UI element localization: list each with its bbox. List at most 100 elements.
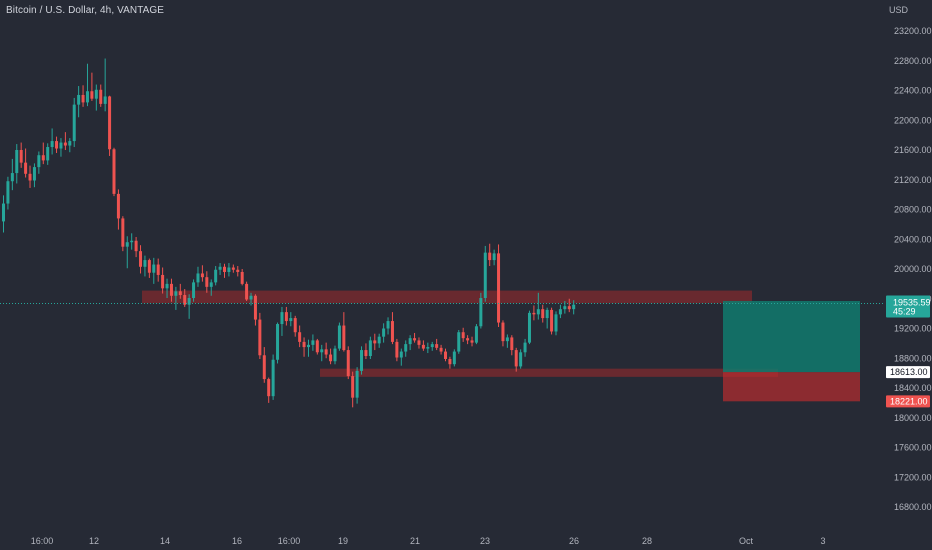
candle-body[interactable] <box>510 337 514 351</box>
candle-body[interactable] <box>94 89 98 99</box>
candle-body[interactable] <box>267 379 271 397</box>
candle-body[interactable] <box>320 349 324 353</box>
position-tool[interactable] <box>723 300 860 402</box>
candle-body[interactable] <box>342 325 346 351</box>
candle-body[interactable] <box>421 344 425 349</box>
candle-body[interactable] <box>311 340 315 345</box>
candle-body[interactable] <box>99 89 103 104</box>
candle-body[interactable] <box>161 274 165 289</box>
candle-body[interactable] <box>262 355 266 380</box>
candle-body[interactable] <box>245 283 249 300</box>
candle-body[interactable] <box>90 91 94 99</box>
candle-body[interactable] <box>196 273 200 283</box>
candle-body[interactable] <box>121 218 125 247</box>
candle-body[interactable] <box>50 141 54 148</box>
candle-body[interactable] <box>426 347 430 349</box>
candle-body[interactable] <box>258 319 262 356</box>
candle-body[interactable] <box>46 147 50 161</box>
candle-body[interactable] <box>41 155 45 161</box>
candle-body[interactable] <box>103 96 107 104</box>
candle-body[interactable] <box>395 341 399 358</box>
candle-body[interactable] <box>112 149 116 194</box>
candle-body[interactable] <box>2 203 5 222</box>
candle-body[interactable] <box>567 306 571 310</box>
candle-body[interactable] <box>519 352 523 367</box>
candle-body[interactable] <box>572 304 576 310</box>
candle-body[interactable] <box>488 252 492 261</box>
candle-body[interactable] <box>435 344 439 348</box>
candle-body[interactable] <box>563 306 567 310</box>
candle-body[interactable] <box>15 150 19 174</box>
candle-body[interactable] <box>532 312 536 315</box>
candle-body[interactable] <box>337 325 341 349</box>
candle-body[interactable] <box>134 240 138 252</box>
support-resistance-zone[interactable] <box>142 290 752 304</box>
chart-title[interactable]: Bitcoin / U.S. Dollar, 4h, VANTAGE <box>6 5 165 16</box>
candle-body[interactable] <box>399 351 403 358</box>
candle-body[interactable] <box>448 358 452 365</box>
candle-body[interactable] <box>302 341 306 348</box>
candle-body[interactable] <box>139 251 143 267</box>
candle-body[interactable] <box>156 264 160 275</box>
candle-body[interactable] <box>514 350 518 367</box>
candle-body[interactable] <box>550 309 554 332</box>
candle-body[interactable] <box>231 267 235 270</box>
candle-body[interactable] <box>351 376 355 398</box>
candle-body[interactable] <box>178 291 182 296</box>
candle-body[interactable] <box>147 260 151 273</box>
candle-body[interactable] <box>333 348 337 362</box>
candle-body[interactable] <box>63 142 67 146</box>
candle-body[interactable] <box>276 324 280 360</box>
candle-body[interactable] <box>37 155 41 168</box>
stop-loss-area[interactable] <box>723 372 860 402</box>
candle-body[interactable] <box>497 253 501 323</box>
candle-body[interactable] <box>59 142 63 149</box>
candle-body[interactable] <box>187 298 191 305</box>
candle-body[interactable] <box>116 193 120 219</box>
candle-body[interactable] <box>554 314 558 332</box>
candle-body[interactable] <box>143 260 147 267</box>
candle-body[interactable] <box>324 349 328 355</box>
profit-target-area[interactable] <box>723 300 860 373</box>
candle-body[interactable] <box>413 338 417 341</box>
candle-body[interactable] <box>289 318 293 322</box>
candle-body[interactable] <box>368 340 372 357</box>
price-axis[interactable]: 16800.00 17200.00 17600.00 18000.00 18400.00… <box>894 26 932 512</box>
candle-body[interactable] <box>377 336 381 344</box>
time-axis[interactable]: 16:00 12 14 16 16:00 19 21 23 26 28 Oct 3 <box>31 536 826 546</box>
candle-body[interactable] <box>505 337 509 342</box>
candle-body[interactable] <box>280 312 284 325</box>
candle-body[interactable] <box>404 344 408 352</box>
candle-body[interactable] <box>174 291 178 296</box>
candle-body[interactable] <box>165 283 169 289</box>
candle-body[interactable] <box>28 173 32 181</box>
candle-body[interactable] <box>479 298 483 327</box>
candle-body[interactable] <box>439 347 443 352</box>
candle-body[interactable] <box>68 141 72 146</box>
candle-body[interactable] <box>417 340 421 345</box>
candle-body[interactable] <box>236 269 240 272</box>
support-resistance-zone[interactable] <box>320 368 778 377</box>
candle-body[interactable] <box>152 264 156 273</box>
candle-body[interactable] <box>55 141 59 149</box>
candle-body[interactable] <box>298 332 302 342</box>
candle-body[interactable] <box>466 338 470 341</box>
candle-body[interactable] <box>200 273 204 278</box>
candle-body[interactable] <box>271 359 275 397</box>
candle-body[interactable] <box>457 332 461 352</box>
candle-body[interactable] <box>444 351 447 359</box>
candle-body[interactable] <box>19 150 23 163</box>
candle-body[interactable] <box>430 344 434 348</box>
candle-body[interactable] <box>6 181 10 204</box>
candle-body[interactable] <box>253 295 257 320</box>
candle-body[interactable] <box>77 94 81 105</box>
candle-body[interactable] <box>183 295 187 305</box>
candle-body[interactable] <box>306 344 310 348</box>
candle-body[interactable] <box>527 312 531 343</box>
candle-body[interactable] <box>390 321 394 342</box>
candle-body[interactable] <box>364 350 368 357</box>
candle-body[interactable] <box>355 370 359 398</box>
candle-body[interactable] <box>81 94 85 103</box>
